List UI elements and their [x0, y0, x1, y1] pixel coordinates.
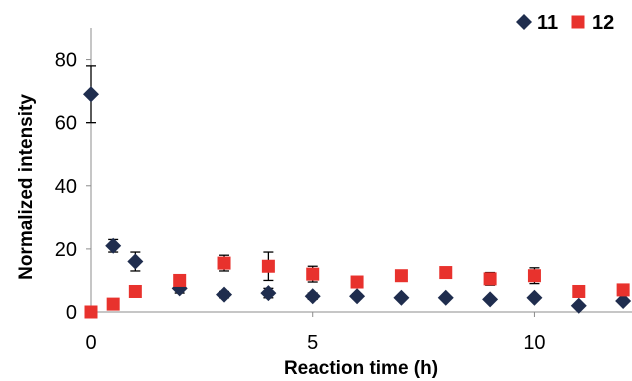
data-point [439, 266, 453, 280]
data-point [482, 291, 499, 308]
data-point [304, 288, 321, 305]
data-point [106, 297, 120, 311]
y-tick-label: 80 [55, 50, 77, 72]
legend-marker [516, 14, 532, 30]
legend-label: 11 [537, 12, 558, 34]
data-point [615, 292, 632, 309]
y-tick-label: 20 [55, 239, 77, 261]
y-axis-label: Normalized intensity [16, 94, 37, 280]
series-12 [84, 251, 630, 319]
data-point [83, 86, 99, 103]
data-point [261, 259, 275, 273]
y-tick-label: 40 [55, 176, 77, 198]
x-ticks: 0 5 10 [85, 312, 546, 354]
data-point [572, 284, 586, 298]
data-point [349, 288, 366, 305]
legend-marker [571, 15, 585, 29]
data-point [393, 289, 410, 306]
data-point [394, 269, 408, 283]
legend-label: 12 [592, 12, 614, 34]
series-11 [83, 65, 632, 314]
axes: 0 20 40 60 80 0 5 10 [55, 28, 632, 354]
y-ticks: 0 20 40 60 80 [55, 50, 91, 324]
y-tick-label: 60 [55, 113, 77, 135]
data-point [616, 283, 630, 297]
data-point [173, 273, 187, 287]
data-point [306, 267, 320, 281]
data-point [105, 237, 122, 254]
x-tick-label: 5 [307, 332, 318, 354]
data-point [437, 289, 454, 306]
data-point [350, 275, 364, 289]
data-point [128, 284, 142, 298]
plot-area [83, 65, 632, 319]
data-point [570, 297, 587, 314]
data-point [260, 285, 277, 302]
data-point [127, 253, 144, 270]
legend: 11 12 [516, 12, 614, 34]
data-point [216, 286, 233, 303]
data-point [84, 305, 98, 319]
data-point [526, 289, 543, 306]
data-point [217, 256, 231, 270]
data-point [527, 269, 541, 283]
x-tick-label: 10 [523, 332, 545, 354]
x-axis-label: Reaction time (h) [284, 358, 438, 379]
y-tick-label: 0 [66, 302, 77, 324]
data-point [483, 272, 497, 286]
x-tick-label: 0 [85, 332, 96, 354]
